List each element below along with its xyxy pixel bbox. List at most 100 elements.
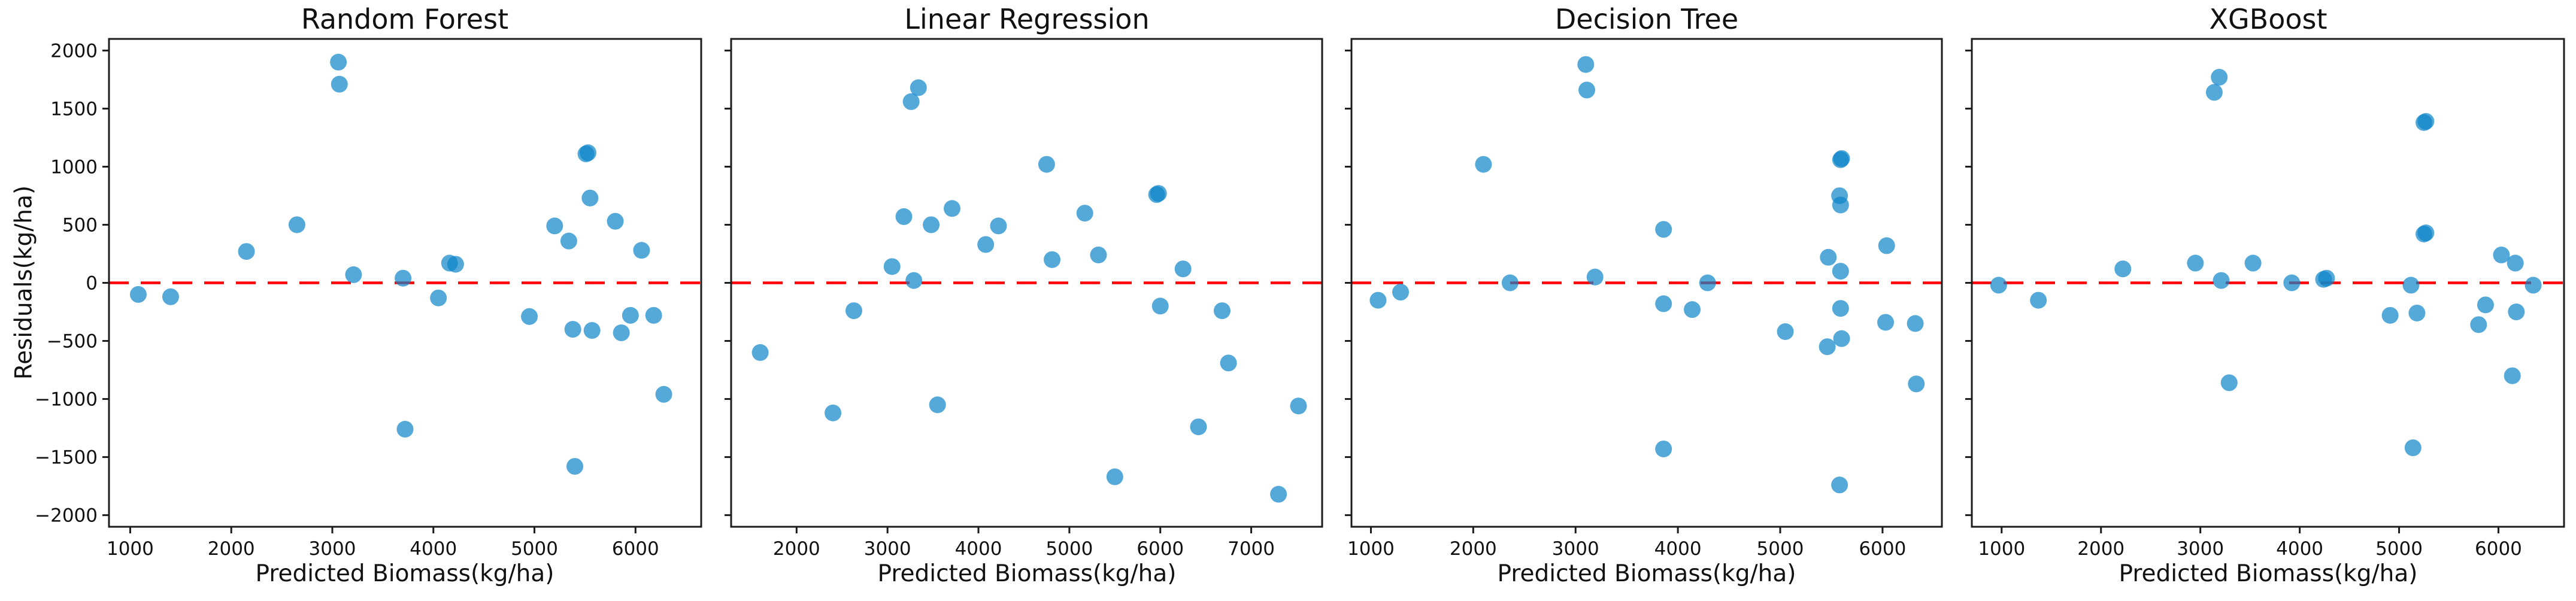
x-tick-label: 4000: [955, 538, 1002, 560]
data-point: [1475, 156, 1492, 173]
data-point: [330, 53, 347, 71]
panel-title-decision-tree: Decision Tree: [1554, 3, 1739, 35]
x-tick-label: 2000: [208, 538, 255, 560]
data-point: [2220, 374, 2238, 391]
data-point: [238, 243, 255, 260]
data-point: [607, 213, 624, 230]
x-tick-label: 5000: [511, 538, 558, 560]
data-point: [2470, 316, 2487, 333]
y-tick-label: 500: [62, 214, 98, 236]
data-point: [1832, 196, 1849, 214]
data-point: [633, 242, 650, 259]
data-point: [2283, 274, 2301, 292]
data-point: [1369, 292, 1387, 309]
data-point: [2477, 296, 2494, 314]
data-point: [288, 216, 305, 233]
data-point: [883, 258, 901, 275]
data-point: [1908, 375, 1925, 393]
data-point: [1044, 251, 1061, 268]
data-point: [1990, 277, 2007, 294]
data-point: [2404, 439, 2422, 457]
data-point: [581, 189, 599, 207]
data-point: [1832, 300, 1849, 317]
data-point: [2213, 272, 2230, 289]
data-point: [1213, 302, 1231, 320]
panel-title-linear-regression: Linear Regression: [904, 3, 1150, 35]
data-point: [1877, 314, 1895, 331]
x-tick-label: 3000: [2177, 538, 2224, 560]
data-point: [1150, 185, 1167, 202]
data-point: [2187, 254, 2204, 272]
data-point: [1699, 274, 1716, 292]
data-point: [430, 289, 447, 306]
x-tick-label: 4000: [410, 538, 457, 560]
data-point: [1190, 418, 1207, 436]
data-point: [990, 217, 1007, 235]
x-tick-label: 5000: [1757, 538, 1804, 560]
data-point: [2244, 254, 2262, 272]
data-point: [1777, 323, 1794, 340]
data-point: [1655, 295, 1672, 312]
data-point: [2525, 277, 2542, 294]
x-tick-label: 6000: [1859, 538, 1906, 560]
data-point: [1586, 268, 1604, 286]
x-tick-label: 2000: [1450, 538, 1497, 560]
data-point: [943, 200, 960, 217]
x-tick-label: 3000: [309, 538, 356, 560]
x-tick-label: 3000: [1552, 538, 1599, 560]
data-point: [1076, 205, 1093, 222]
data-point: [1290, 397, 1307, 415]
data-point: [2507, 254, 2524, 272]
data-point: [2030, 292, 2047, 309]
data-point: [1090, 246, 1107, 263]
data-point: [1038, 156, 1055, 173]
x-tick-label: 6000: [612, 538, 659, 560]
data-point: [2318, 269, 2335, 287]
y-tick-label: −1500: [35, 447, 98, 469]
data-point: [825, 404, 842, 421]
data-point: [1270, 485, 1287, 503]
data-point: [1174, 260, 1192, 278]
data-point: [1655, 221, 1672, 238]
data-point: [564, 321, 581, 338]
data-point: [2211, 69, 2228, 86]
y-tick-label: −2000: [35, 505, 98, 527]
data-point: [2504, 367, 2521, 384]
data-point: [2402, 277, 2420, 294]
x-tick-label: 1000: [1978, 538, 2025, 560]
data-point: [2508, 303, 2525, 321]
data-point: [1831, 476, 1848, 494]
x-tick-label: 6000: [2475, 538, 2522, 560]
y-tick-label: −1000: [35, 389, 98, 411]
data-point: [905, 272, 923, 289]
x-tick-label: 4000: [2276, 538, 2323, 560]
x-axis-title-4: Predicted Biomass(kg/ha): [2119, 560, 2418, 587]
data-point: [1578, 81, 1596, 99]
x-tick-label: 5000: [2375, 538, 2423, 560]
data-point: [345, 266, 362, 283]
data-point: [1392, 284, 1410, 301]
x-tick-label: 7000: [1228, 538, 1275, 560]
y-tick-label: −500: [47, 331, 98, 353]
x-axis-title-1: Predicted Biomass(kg/ha): [255, 560, 554, 587]
data-point: [1878, 237, 1895, 254]
y-tick-label: 2000: [50, 40, 98, 62]
data-point: [395, 269, 412, 287]
y-tick-label: 1000: [50, 156, 98, 178]
data-point: [1106, 468, 1123, 485]
data-point: [910, 79, 927, 96]
y-tick-label: 0: [86, 273, 98, 295]
data-point: [1655, 440, 1672, 457]
x-tick-label: 2000: [2077, 538, 2125, 560]
data-point: [923, 216, 940, 233]
data-point: [613, 324, 630, 341]
data-point: [1577, 56, 1595, 73]
data-point: [579, 144, 596, 162]
data-point: [1907, 315, 1924, 332]
data-point: [447, 256, 464, 273]
x-tick-label: 1000: [1347, 538, 1395, 560]
x-tick-label: 3000: [864, 538, 911, 560]
x-tick-label: 1000: [107, 538, 154, 560]
data-point: [902, 93, 920, 110]
